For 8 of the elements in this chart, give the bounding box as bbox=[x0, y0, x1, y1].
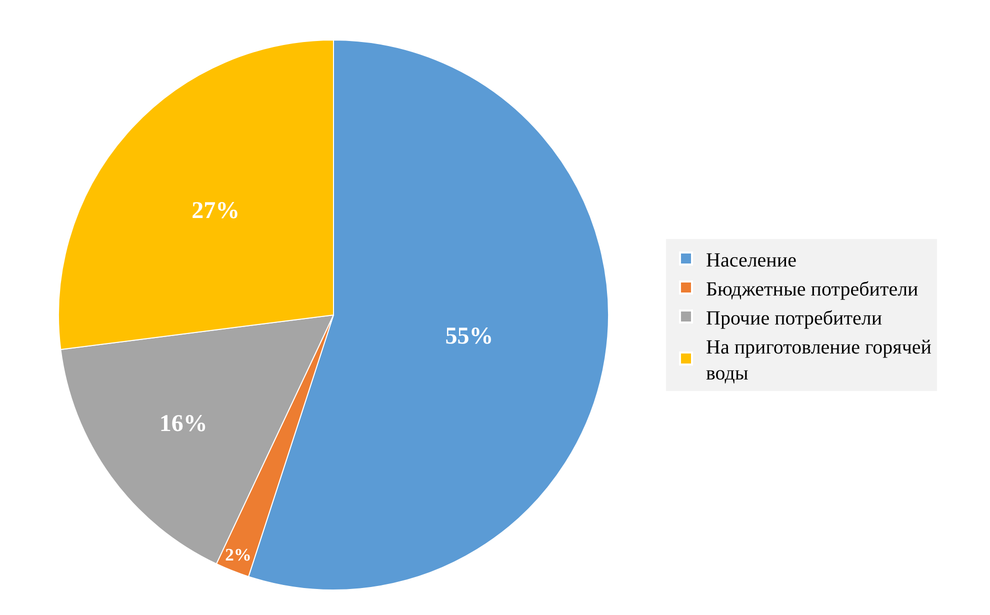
legend-label: Прочие потребители bbox=[706, 307, 882, 330]
legend-label: Население bbox=[706, 249, 797, 272]
data-label: 2% bbox=[225, 544, 252, 565]
data-label: 55% bbox=[445, 324, 494, 350]
legend-label: Бюджетные потребители bbox=[706, 278, 919, 300]
legend-label: На приготовление горячей воды bbox=[706, 336, 932, 384]
data-label: 16% bbox=[159, 411, 208, 438]
data-label: 27% bbox=[192, 198, 240, 224]
